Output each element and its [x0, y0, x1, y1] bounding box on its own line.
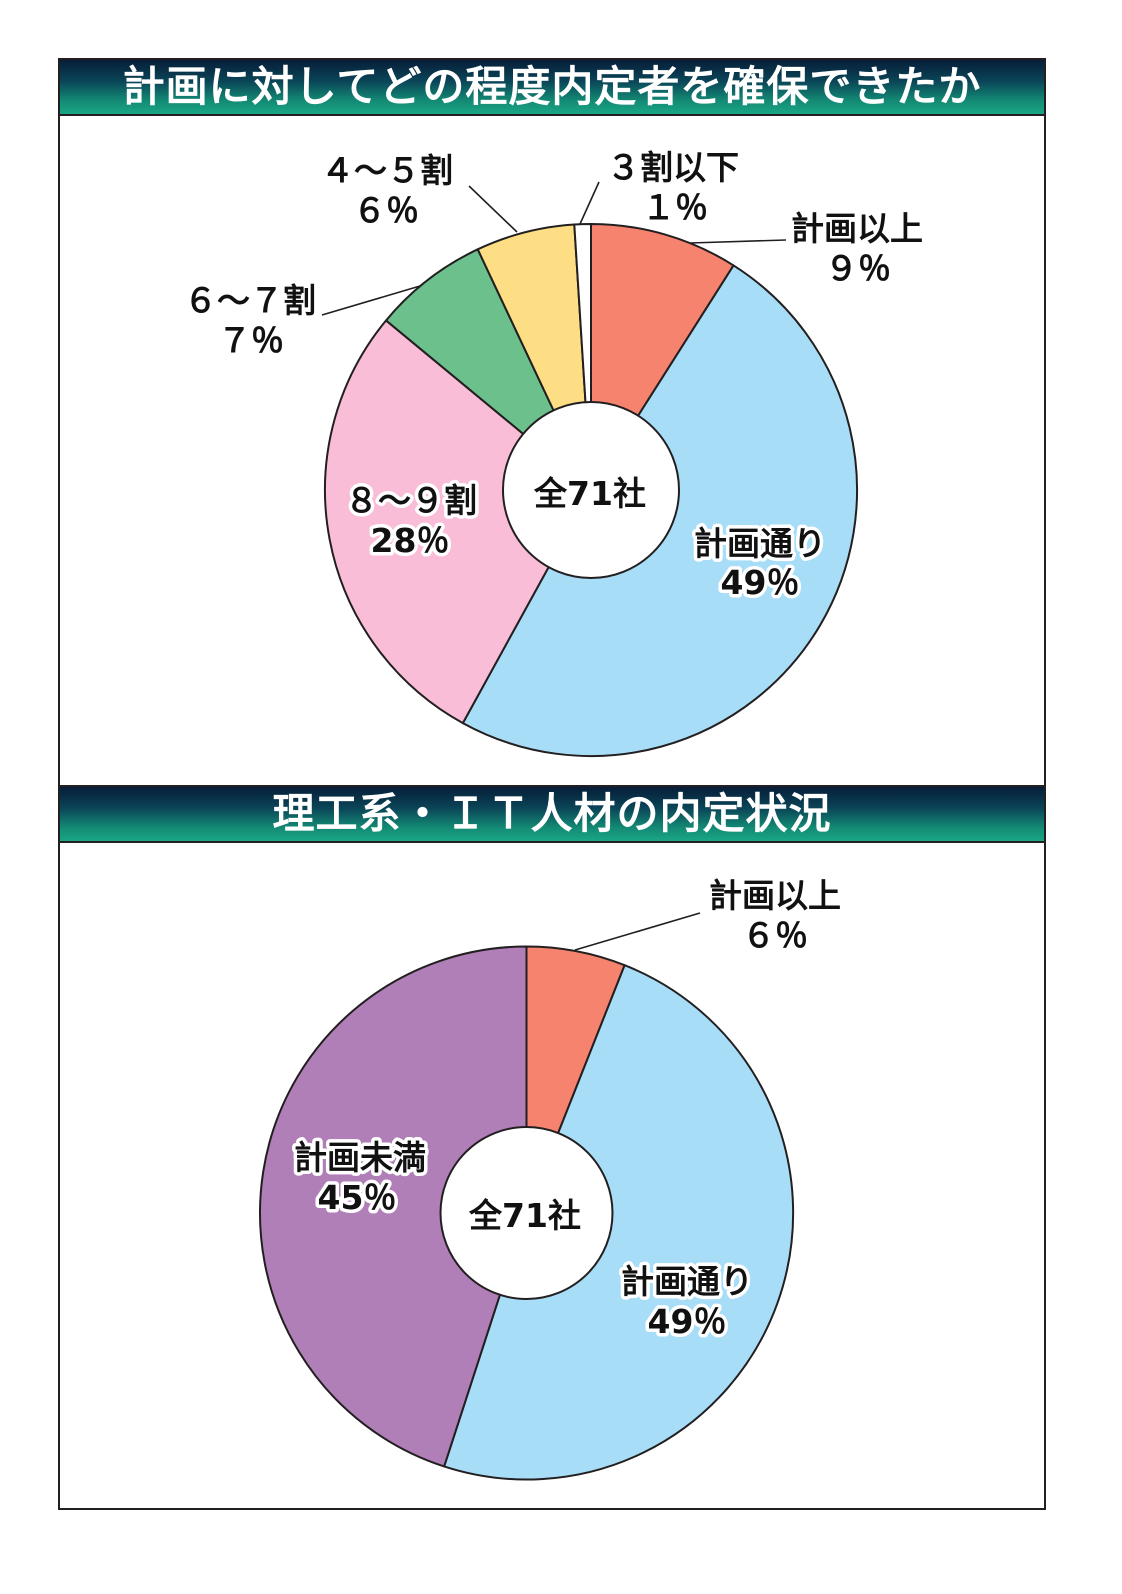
pie-slice-as-planned: [443, 964, 795, 1481]
center-label: 全71社: [533, 474, 646, 513]
slice-value-label-as-planned: 49％: [648, 1302, 727, 1341]
slice-label-40-50-percent: ４～５割: [321, 151, 453, 190]
leader-lines: [574, 912, 701, 951]
section-title-bar-offer-vs-plan: 計画に対してどの程度内定者を確保できたか: [58, 58, 1046, 116]
leader-line-above-plan: [689, 239, 787, 244]
section-title: 計画に対してどの程度内定者を確保できたか: [122, 62, 982, 111]
slice-label-as-planned: 計画通り: [694, 524, 826, 563]
slice-label-below-plan: 計画未満: [294, 1138, 426, 1177]
leader-line-60-70-percent: [321, 285, 421, 316]
pie-slice-80-90-percent: [324, 319, 592, 725]
donut-hole: [439, 1126, 614, 1300]
leader-line-above-plan: [574, 912, 701, 951]
slice-label-above-plan: 計画以上: [709, 876, 841, 915]
center-label: 全71社: [468, 1196, 581, 1235]
leader-line-40-50-percent: [468, 185, 518, 233]
section-title-bar-science-it-offers: 理工系・ＩＴ人材の内定状況: [58, 785, 1046, 843]
slice-value-label-above-plan: ６％: [742, 916, 808, 955]
slice-value-label-30-percent-or-less: １％: [642, 188, 708, 227]
slice-value-label-below-plan: 45％: [318, 1178, 397, 1217]
leader-lines: [321, 181, 787, 316]
slice-value-label-above-plan: ９％: [825, 249, 891, 288]
slice-label-80-90-percent: ８～９割: [345, 481, 477, 520]
donut-hole: [502, 401, 680, 579]
slice-value-label-80-90-percent: 28％: [371, 521, 450, 560]
pie-slice-below-plan: [258, 945, 528, 1468]
slice-value-label-60-70-percent: ７％: [218, 321, 284, 360]
slice-value-label-as-planned: 49％: [721, 563, 800, 602]
slice-label-30-percent-or-less: ３割以下: [607, 148, 739, 187]
section-title: 理工系・ＩＴ人材の内定状況: [272, 789, 832, 838]
slice-value-label-40-50-percent: ６％: [353, 191, 419, 230]
slice-label-60-70-percent: ６～７割: [184, 281, 316, 320]
leader-line-30-percent-or-less: [579, 181, 600, 225]
slice-label-as-planned: 計画通り: [621, 1262, 753, 1301]
slice-label-above-plan: 計画以上: [791, 209, 923, 248]
